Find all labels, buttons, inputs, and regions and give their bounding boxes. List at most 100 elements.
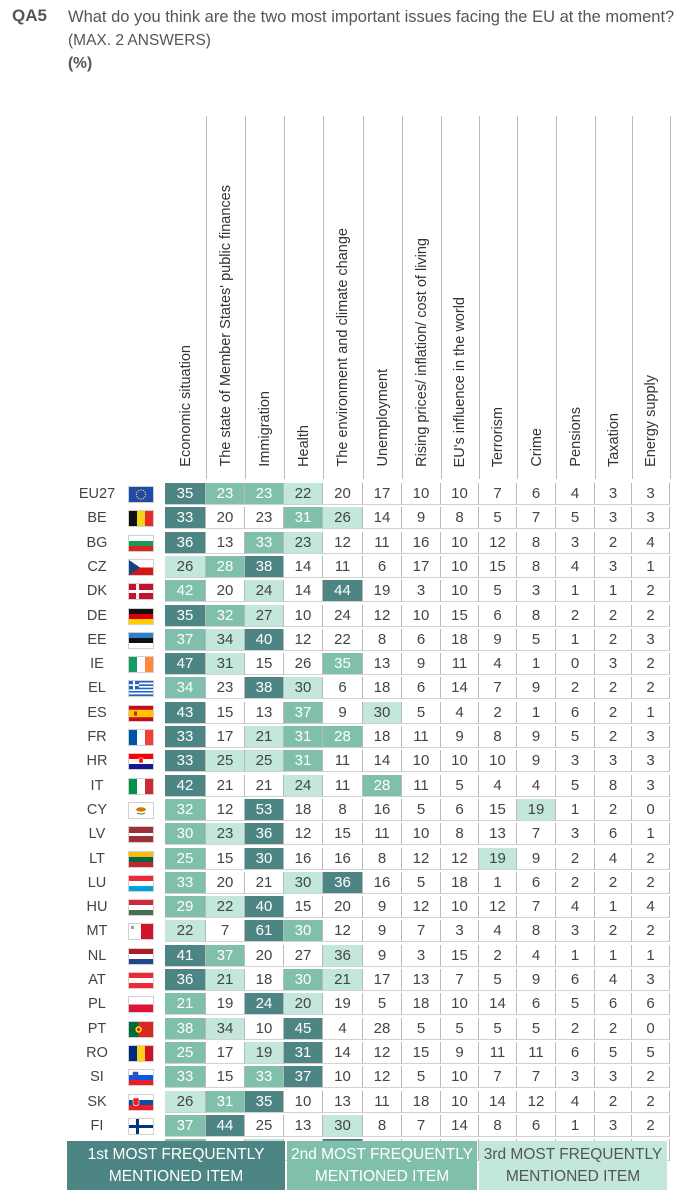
- value-cell: 1: [595, 944, 632, 967]
- value-cell: 17: [402, 555, 441, 578]
- value-cell: 30: [284, 920, 323, 943]
- value-cell: 40: [245, 628, 284, 651]
- value-cell: 28: [323, 726, 363, 748]
- legend-third: 3rd MOST FREQUENTLY MENTIONED ITEM: [479, 1141, 667, 1190]
- value-cell: 20: [323, 483, 363, 505]
- table-row: DE 35 32 27 10 24 12 10 15 6 8 2 2 2: [0, 604, 692, 627]
- value-cell: 30: [284, 871, 323, 894]
- value-cell: 1: [556, 944, 595, 967]
- dk-flag-icon: [129, 584, 153, 600]
- value-cell: 7: [517, 507, 556, 530]
- column-headers: Economic situation The state of Member St…: [165, 116, 671, 479]
- value-cell: 14: [284, 580, 323, 603]
- country-code: NL: [87, 947, 107, 964]
- el-flag-icon: [129, 681, 153, 697]
- value-cell: 1: [517, 653, 556, 676]
- value-cell: 4: [632, 531, 670, 554]
- value-cell: 3: [556, 823, 595, 846]
- value-cell: 10: [441, 555, 479, 578]
- value-cell: 2: [595, 701, 632, 724]
- column-header: EU's influence in the world: [441, 116, 480, 479]
- column-header: Terrorism: [479, 116, 518, 479]
- country-code: IT: [90, 777, 104, 794]
- value-cell: 18: [441, 628, 479, 651]
- value-cell: 1: [632, 701, 670, 724]
- value-cell: 12: [363, 1066, 402, 1089]
- value-cell: 3: [632, 628, 670, 651]
- value-cell: 26: [323, 507, 363, 530]
- value-cell: 2: [595, 531, 632, 554]
- value-cell: 21: [245, 774, 284, 797]
- value-cell: 6: [595, 823, 632, 846]
- value-cell: 2: [632, 871, 670, 894]
- value-cell: 6: [632, 993, 670, 1016]
- be-flag-icon: [129, 511, 153, 527]
- value-cell: 6: [479, 604, 517, 627]
- value-cell: 10: [441, 580, 479, 603]
- value-cell: 38: [165, 1017, 206, 1040]
- table-row: PT 38 34 10 45 4 28 5 5 5 5 2 2 0: [0, 1017, 692, 1040]
- it-flag-icon: [129, 778, 153, 794]
- value-cell: 3: [556, 750, 595, 773]
- value-cell: 9: [517, 750, 556, 773]
- value-cell: 33: [245, 531, 284, 554]
- hr-flag-icon: [129, 754, 153, 770]
- value-cell: 2: [595, 1090, 632, 1113]
- value-cell: 0: [632, 1017, 670, 1040]
- value-cell: 15: [323, 823, 363, 846]
- table-row: BE 33 20 23 31 26 14 9 8 5 7 5 3 3: [0, 507, 692, 530]
- column-header-label: Immigration: [256, 391, 273, 467]
- value-cell: 5: [556, 993, 595, 1016]
- value-cell: 25: [165, 1041, 206, 1064]
- value-cell: 5: [441, 774, 479, 797]
- es-flag-icon: [129, 705, 153, 721]
- value-cell: 15: [206, 701, 245, 724]
- value-cell: 14: [441, 1114, 479, 1137]
- value-cell: 34: [206, 1017, 245, 1040]
- value-cell: 9: [402, 507, 441, 530]
- question-code: QA5: [12, 6, 47, 25]
- country-code: HR: [86, 753, 108, 770]
- value-cell: 3: [595, 483, 632, 505]
- column-header: Crime: [517, 116, 557, 479]
- value-cell: 10: [441, 531, 479, 554]
- value-cell: 2: [632, 580, 670, 603]
- value-cell: 2: [632, 1066, 670, 1089]
- cz-flag-icon: [129, 559, 153, 575]
- value-cell: 20: [284, 993, 323, 1016]
- value-cell: 30: [284, 677, 323, 700]
- country-code: EE: [87, 631, 107, 648]
- value-cell: 3: [632, 750, 670, 773]
- legend-first: 1st MOST FREQUENTLY MENTIONED ITEM: [67, 1141, 285, 1190]
- value-cell: 42: [165, 580, 206, 603]
- value-cell: 13: [245, 701, 284, 724]
- value-cell: 4: [479, 774, 517, 797]
- value-cell: 1: [556, 1114, 595, 1137]
- value-cell: 13: [206, 531, 245, 554]
- value-cell: 28: [206, 555, 245, 578]
- value-cell: 4: [517, 944, 556, 967]
- value-cell: 10: [479, 750, 517, 773]
- value-cell: 30: [363, 701, 402, 724]
- value-cell: 6: [441, 798, 479, 821]
- value-cell: 9: [363, 944, 402, 967]
- value-cell: 3: [556, 531, 595, 554]
- value-cell: 35: [323, 653, 363, 676]
- value-cell: 32: [206, 604, 245, 627]
- country-code: EU27: [78, 486, 116, 502]
- value-cell: 5: [402, 1017, 441, 1040]
- value-cell: 36: [323, 944, 363, 967]
- value-cell: 34: [206, 628, 245, 651]
- table-row: NL 41 37 20 27 36 9 3 15 2 4 1 1 1: [0, 944, 692, 967]
- value-cell: 15: [479, 798, 517, 821]
- value-cell: 3: [556, 1066, 595, 1089]
- value-cell: 33: [165, 1066, 206, 1089]
- value-cell: 17: [363, 483, 402, 505]
- value-cell: 20: [206, 871, 245, 894]
- value-cell: 23: [284, 531, 323, 554]
- value-cell: 2: [632, 677, 670, 700]
- value-cell: 2: [595, 920, 632, 943]
- value-cell: 3: [441, 920, 479, 943]
- value-cell: 2: [595, 628, 632, 651]
- value-cell: 17: [206, 1041, 245, 1064]
